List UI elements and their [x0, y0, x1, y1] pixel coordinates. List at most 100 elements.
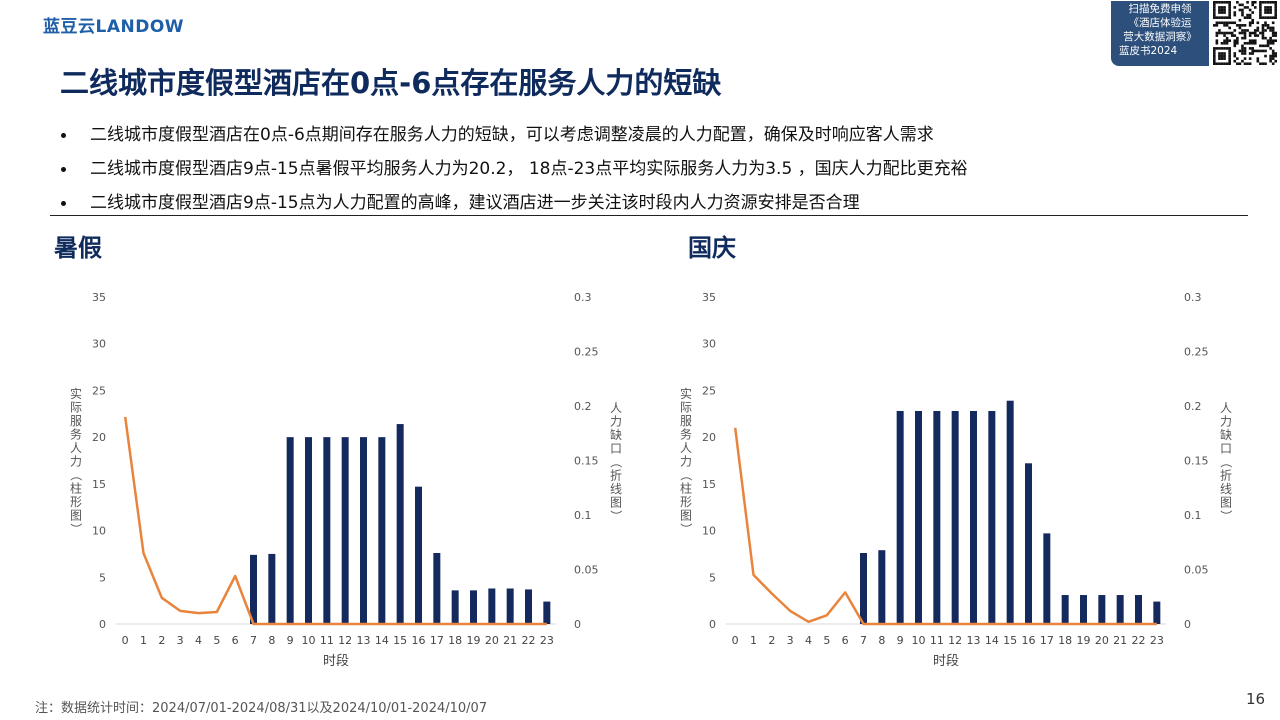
x-tick-label: 16: [412, 634, 426, 647]
bar: [970, 410, 977, 624]
bullet-item: 二线城市度假型酒店在0点-6点期间存在服务人力的短缺，可以考虑调整凌晨的人力配置…: [60, 118, 968, 152]
x-tick-label: 9: [897, 634, 904, 647]
bar: [1098, 595, 1106, 624]
y2-tick-label: 0.15: [574, 455, 599, 468]
bar: [470, 590, 477, 624]
y2-tick-label: 0.25: [1184, 346, 1209, 359]
line-series: [733, 427, 1157, 626]
x-tick-label: 0: [732, 634, 739, 647]
x-tick-label: 3: [177, 634, 184, 647]
x-tick-label: 11: [320, 634, 334, 647]
x-tick-label: 4: [195, 634, 202, 647]
x-tick-label: 18: [448, 634, 462, 647]
bar: [488, 588, 496, 624]
promo-line: 营大数据洞察》: [1123, 31, 1197, 43]
x-tick-label: 13: [967, 634, 981, 647]
svg-text:口: 口: [1220, 442, 1232, 456]
bullet-item: 二线城市度假型酒店9点-15点暑假平均服务人力为20.2， 18点-23点平均实…: [60, 152, 968, 186]
bullet-list: 二线城市度假型酒店在0点-6点期间存在服务人力的短缺，可以考虑调整凌晨的人力配置…: [60, 118, 968, 220]
bar: [1025, 463, 1032, 624]
bar: [915, 410, 922, 624]
y2-tick-label: 0.2: [1184, 400, 1202, 413]
svg-text:（: （: [69, 469, 83, 481]
x-tick-label: 6: [232, 634, 239, 647]
y-tick-label: 0: [99, 618, 106, 631]
svg-text:服: 服: [680, 414, 692, 428]
divider: [50, 215, 1248, 216]
x-tick-label: 21: [503, 634, 517, 647]
bullet-dot-icon: [61, 133, 66, 138]
bar: [433, 552, 441, 624]
bullet-text: 二线城市度假型酒店9点-15点为人力配置的高峰，建议酒店进一步关注该时段内人力资…: [90, 193, 860, 213]
x-tick-label: 17: [430, 634, 444, 647]
bar: [933, 410, 941, 624]
y-tick-label: 30: [702, 338, 716, 351]
svg-text:形: 形: [70, 495, 82, 509]
svg-text:（: （: [609, 456, 623, 468]
svg-text:图: 图: [610, 496, 622, 510]
bar: [506, 588, 514, 624]
y-tick-label: 15: [702, 478, 716, 491]
svg-text:折: 折: [610, 468, 622, 483]
bar: [860, 552, 867, 624]
x-tick-label: 5: [213, 634, 220, 647]
x-tick-label: 10: [912, 634, 926, 647]
y2-tick-label: 0.3: [574, 291, 592, 304]
bar: [250, 554, 257, 624]
x-tick-label: 23: [540, 634, 554, 647]
y2-tick-label: 0: [574, 618, 581, 631]
svg-text:务: 务: [680, 427, 692, 442]
x-tick-label: 12: [948, 634, 962, 647]
svg-text:缺: 缺: [610, 427, 622, 442]
y-tick-label: 5: [709, 571, 716, 584]
x-tick-label: 15: [393, 634, 407, 647]
x-tick-label: 19: [467, 634, 481, 647]
svg-text:图: 图: [680, 509, 692, 523]
svg-text:服: 服: [70, 414, 82, 428]
svg-text:折: 折: [1220, 468, 1232, 483]
x-tick-label: 0: [122, 634, 129, 647]
svg-text:口: 口: [610, 442, 622, 456]
bar: [415, 486, 422, 624]
qr-code-icon[interactable]: [1213, 1, 1278, 66]
x-tick-label: 8: [878, 634, 885, 647]
svg-text:际: 际: [680, 401, 692, 415]
bar: [1061, 595, 1069, 624]
bar: [323, 437, 331, 624]
svg-text:力: 力: [1220, 415, 1232, 429]
x-tick-label: 2: [158, 634, 165, 647]
y-tick-label: 35: [92, 291, 106, 304]
x-tick-label: 7: [860, 634, 867, 647]
bar: [360, 437, 367, 624]
svg-text:线: 线: [1220, 482, 1232, 496]
y2-tick-label: 0.25: [574, 346, 599, 359]
svg-text:人: 人: [70, 441, 82, 455]
bullet-item: 二线城市度假型酒店9点-15点为人力配置的高峰，建议酒店进一步关注该时段内人力资…: [60, 186, 968, 220]
svg-text:）: ）: [679, 523, 693, 535]
x-axis-label: 时段: [933, 654, 959, 669]
bullet-text: 二线城市度假型酒店9点-15点暑假平均服务人力为20.2， 18点-23点平均实…: [90, 159, 968, 179]
svg-text:（: （: [1219, 456, 1233, 468]
y2-tick-label: 0: [1184, 618, 1191, 631]
promo-banner[interactable]: 扫描免费申领 《酒店体验运 营大数据洞察》 蓝皮书2024: [1111, 1, 1209, 66]
y-tick-label: 10: [92, 525, 106, 538]
y2-tick-label: 0.3: [1184, 291, 1202, 304]
y-tick-label: 5: [99, 571, 106, 584]
y2-tick-label: 0.1: [574, 509, 592, 522]
chart-title-summer: 暑假: [54, 234, 102, 262]
y-tick-label: 25: [702, 384, 716, 397]
promo-line: 蓝皮书2024: [1119, 45, 1178, 57]
promo-line: 扫描免费申领: [1128, 3, 1192, 15]
y-tick-label: 35: [702, 291, 716, 304]
x-tick-label: 13: [357, 634, 371, 647]
x-tick-label: 6: [842, 634, 849, 647]
bullet-dot-icon: [61, 167, 66, 172]
x-tick-label: 5: [823, 634, 830, 647]
svg-text:人: 人: [680, 441, 692, 455]
x-tick-label: 18: [1058, 634, 1072, 647]
svg-text:务: 务: [70, 427, 82, 442]
y-axis-label: 实际服务人力（柱形图）: [679, 386, 693, 535]
x-tick-label: 20: [1095, 634, 1109, 647]
